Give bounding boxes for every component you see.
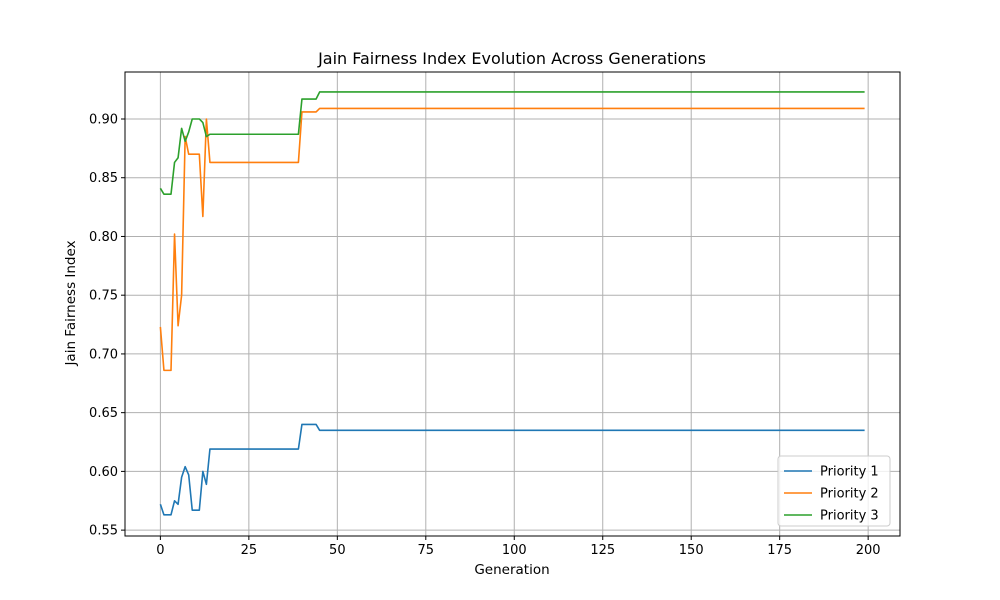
x-tick-label: 100 xyxy=(502,543,527,558)
legend: Priority 1 Priority 2 Priority 3 xyxy=(777,455,891,527)
y-tick-label: 0.60 xyxy=(89,465,118,480)
y-axis-label: Jain Fairness Index xyxy=(63,240,79,366)
legend-label-priority-1: Priority 1 xyxy=(820,465,879,480)
x-tick-label: 25 xyxy=(241,543,258,558)
y-tick-label: 0.80 xyxy=(89,230,118,245)
series-line-priority-1 xyxy=(159,423,865,516)
y-tick-label: 0.55 xyxy=(89,524,118,539)
legend-label-priority-3: Priority 3 xyxy=(820,509,879,524)
series-layer xyxy=(159,91,865,516)
y-tick-label: 0.75 xyxy=(89,289,118,304)
grid xyxy=(125,72,900,536)
y-tick-label: 0.65 xyxy=(89,406,118,421)
legend-box xyxy=(777,455,891,527)
legend-label-priority-2: Priority 2 xyxy=(820,487,879,502)
ticks: 0 25 50 75 100 125 150 175 200 0.55 0.60 0.65 0.70 0.… xyxy=(89,112,881,558)
x-tick-label: 125 xyxy=(590,543,615,558)
x-axis-label: Generation xyxy=(474,562,549,578)
series-line-priority-3 xyxy=(159,91,865,195)
x-tick-label: 0 xyxy=(156,543,164,558)
plot-frame xyxy=(124,71,901,537)
x-tick-label: 150 xyxy=(679,543,704,558)
series-line-priority-2 xyxy=(159,107,865,372)
y-tick-label: 0.85 xyxy=(89,171,118,186)
y-tick-label: 0.70 xyxy=(89,347,118,362)
x-tick-label: 175 xyxy=(767,543,792,558)
x-tick-label: 200 xyxy=(856,543,881,558)
chart-title: Jain Fairness Index Evolution Across Gen… xyxy=(317,49,706,68)
x-tick-label: 75 xyxy=(418,543,435,558)
x-tick-label: 50 xyxy=(329,543,346,558)
y-tick-label: 0.90 xyxy=(89,112,118,127)
